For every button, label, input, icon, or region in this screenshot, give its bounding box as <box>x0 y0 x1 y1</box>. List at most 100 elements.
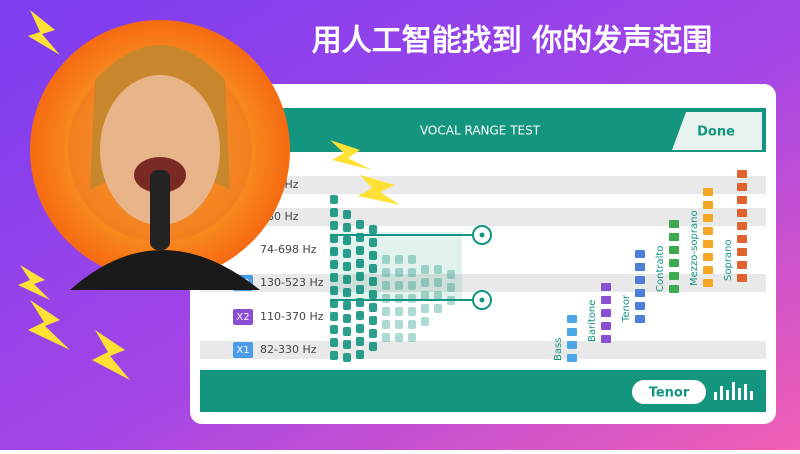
range-block <box>601 322 611 330</box>
range-block <box>703 188 713 196</box>
pitch-block <box>330 338 338 347</box>
equalizer-bar <box>744 384 747 400</box>
range-block <box>737 196 747 204</box>
pitch-block <box>434 291 442 300</box>
pitch-block <box>330 312 338 321</box>
range-block <box>703 240 713 248</box>
pitch-block <box>330 273 338 282</box>
pitch-block <box>330 260 338 269</box>
range-block <box>601 296 611 304</box>
pitch-block <box>356 337 364 346</box>
pitch-block <box>408 307 416 316</box>
decorations <box>18 10 400 380</box>
range-block <box>737 222 747 230</box>
pitch-block <box>395 281 403 290</box>
range-block <box>635 250 645 258</box>
range-block <box>669 246 679 254</box>
pitch-block <box>369 303 377 312</box>
row-badge-label: X1 <box>236 345 249 356</box>
range-block <box>703 201 713 209</box>
pitch-block <box>330 325 338 334</box>
range-block <box>737 170 747 178</box>
bolt <box>28 300 70 350</box>
result-button[interactable] <box>632 380 706 404</box>
range-block <box>703 253 713 261</box>
pitch-block <box>408 268 416 277</box>
pitch-block <box>408 281 416 290</box>
pitch-block <box>356 285 364 294</box>
pitch-block <box>382 307 390 316</box>
bolt <box>92 330 130 380</box>
range-block <box>703 266 713 274</box>
voice-type-label: Mezzo-soprano <box>689 210 700 286</box>
pitch-block <box>343 301 351 310</box>
voice-type-label: Tenor <box>621 294 632 323</box>
pitch-block <box>343 275 351 284</box>
pitch-block <box>421 265 429 274</box>
range-block <box>669 233 679 241</box>
voice-type-label: Baritone <box>587 300 598 342</box>
pitch-block <box>356 272 364 281</box>
pitch-block <box>395 307 403 316</box>
range-block <box>737 183 747 191</box>
pitch-block <box>343 262 351 271</box>
equalizer-bar <box>720 386 723 400</box>
pitch-block <box>369 316 377 325</box>
pitch-block <box>369 277 377 286</box>
range-block <box>737 261 747 269</box>
pitch-block <box>356 246 364 255</box>
equalizer-bar <box>714 392 717 400</box>
pitch-block <box>408 333 416 342</box>
pitch-block <box>395 255 403 264</box>
range-block <box>567 354 577 362</box>
pitch-block <box>330 195 338 204</box>
range-block <box>703 279 713 287</box>
headline: 用人工智能找到 你的发声范围 <box>312 24 712 59</box>
pitch-block <box>421 278 429 287</box>
done-button[interactable] <box>672 112 762 150</box>
row-label: 82-330 Hz <box>260 343 317 356</box>
equalizer-bar <box>726 390 729 400</box>
card-header <box>200 108 766 152</box>
pitch-block <box>447 270 455 279</box>
pitch-block <box>343 288 351 297</box>
range-block <box>669 285 679 293</box>
face <box>100 75 220 225</box>
bolt <box>18 265 50 300</box>
range-block <box>567 341 577 349</box>
pitch-highlight <box>330 232 462 300</box>
pitch-block <box>330 234 338 243</box>
pitch-block <box>330 286 338 295</box>
pitch-handle-dot <box>479 297 485 303</box>
pitch-block <box>382 268 390 277</box>
voice-type-label: Soprano <box>723 239 734 281</box>
pitch-block <box>356 220 364 229</box>
pitch-block <box>343 223 351 232</box>
pitch-block <box>369 290 377 299</box>
pitch-block <box>434 278 442 287</box>
range-block <box>635 315 645 323</box>
range-block <box>737 248 747 256</box>
range-block <box>567 328 577 336</box>
range-block <box>669 272 679 280</box>
row-badge <box>233 342 253 358</box>
row-stripe <box>200 176 766 194</box>
voice-type-label: Contralto <box>655 246 666 292</box>
range-block <box>737 235 747 243</box>
pitch-block <box>343 236 351 245</box>
pitch-block <box>382 320 390 329</box>
pitch-block <box>408 320 416 329</box>
equalizer-bar <box>738 388 741 400</box>
equalizer-bar <box>732 382 735 400</box>
pitch-block <box>343 210 351 219</box>
row-badge-label: X2 <box>236 312 249 323</box>
row-stripe <box>200 274 766 292</box>
range-block <box>669 259 679 267</box>
range-block <box>635 289 645 297</box>
row-label: 110-370 Hz <box>260 310 324 323</box>
row-label: 74-698 Hz <box>260 243 317 256</box>
pitch-block <box>343 353 351 362</box>
pitch-block <box>330 221 338 230</box>
pitch-block <box>330 208 338 217</box>
pitch-block <box>330 247 338 256</box>
